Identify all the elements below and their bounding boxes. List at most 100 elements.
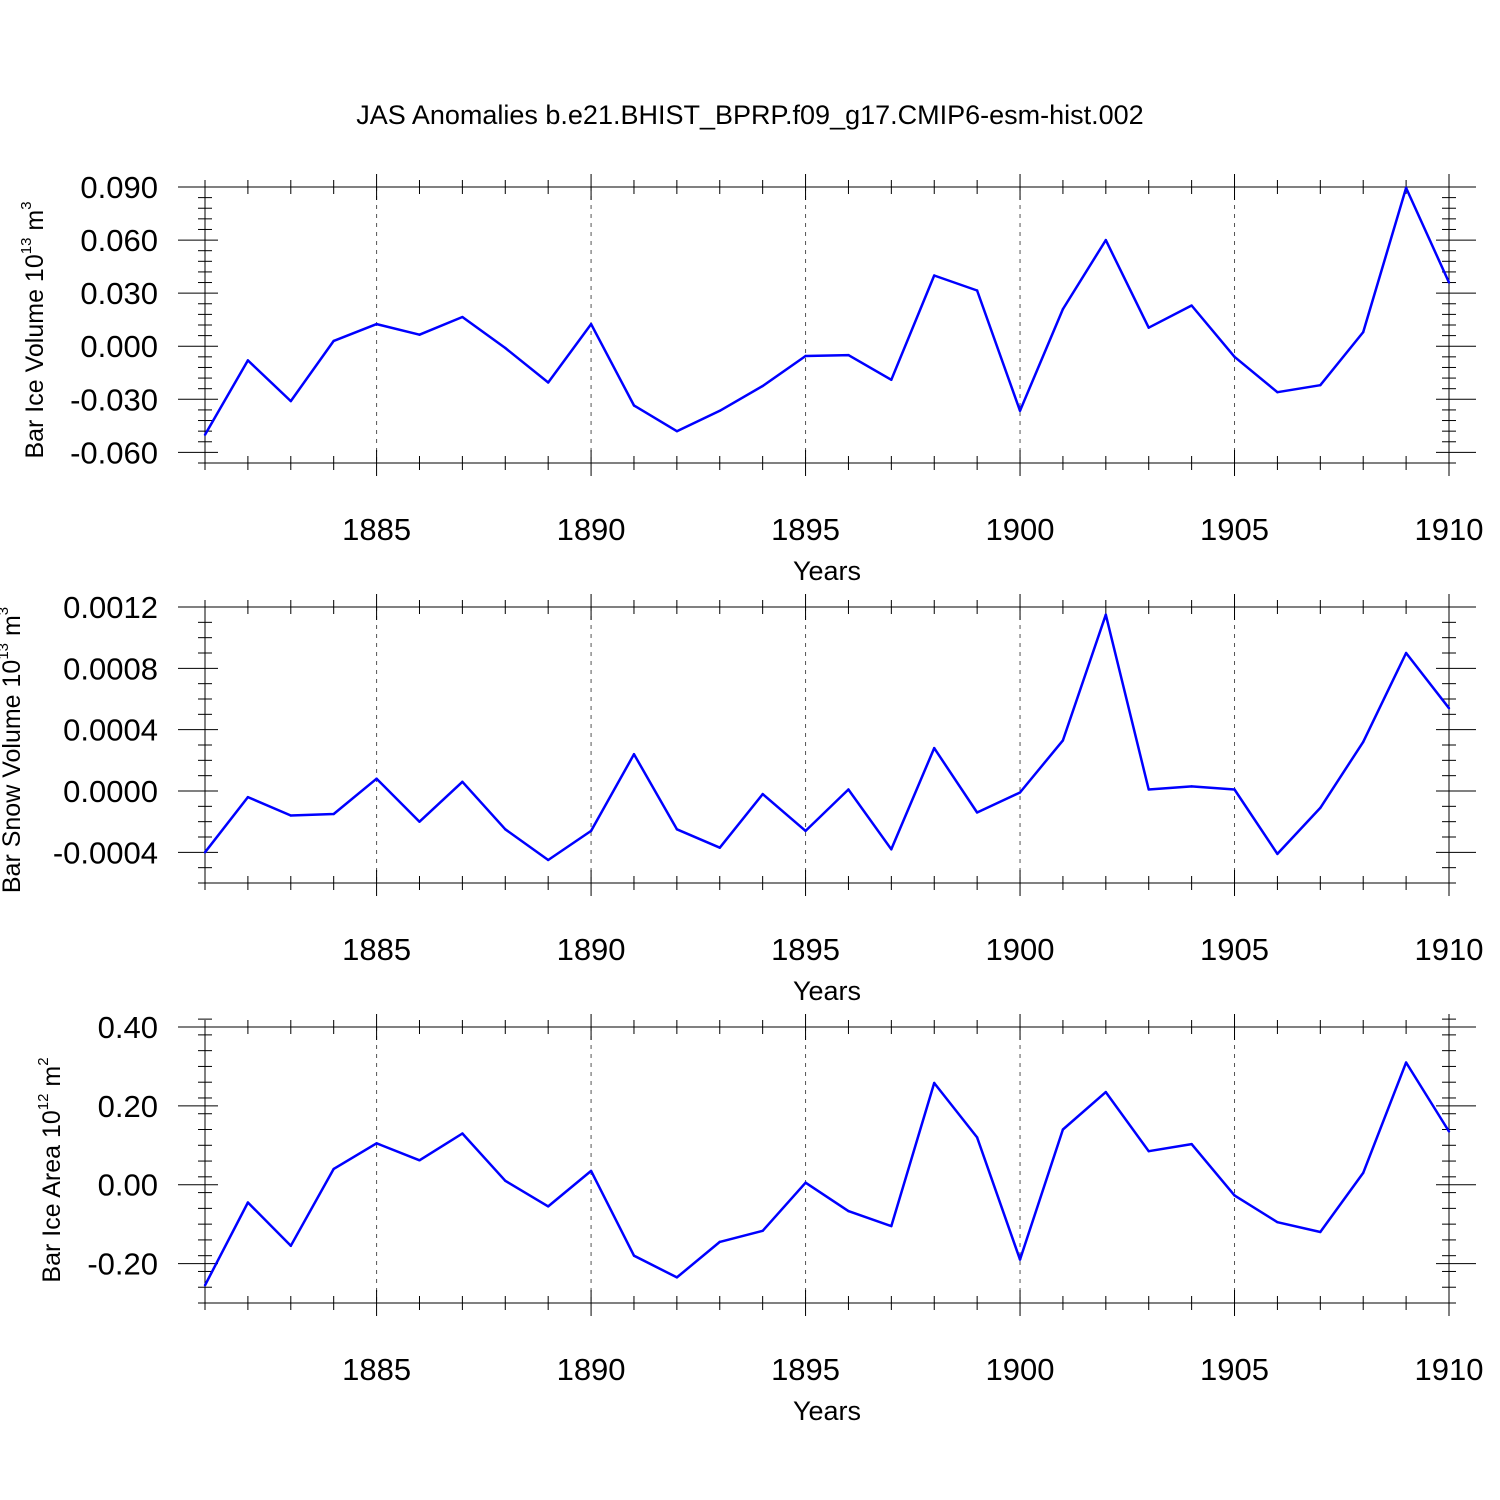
snow-volume-point-1882 [246,795,250,799]
ice-volume-xtick-label-3: 1900 [986,512,1055,547]
ice-area-xtick-label-4: 1905 [1200,1352,1269,1387]
ice-volume-point-1884 [332,339,335,343]
ice-volume-ytick-label-0: -0.060 [70,435,158,470]
ice-volume-point-1897 [890,378,893,382]
snow-volume-point-1881 [203,851,207,854]
ice-volume-ytick-label-1: -0.030 [70,382,158,417]
ice-volume-ylabel-prefix: Bar Ice Volume 10 [21,254,49,458]
ice-area-ylabel-exp: 12 [35,1094,52,1111]
snow-volume-xtick-label-4: 1905 [1200,932,1269,967]
snow-volume-point-1890 [589,829,593,833]
ice-area-point-1893 [718,1240,721,1244]
ice-area-point-1902 [1104,1090,1108,1094]
snow-volume-point-1904 [1190,785,1193,788]
snow-volume-point-1883 [289,814,292,817]
ice-volume-point-1906 [1276,391,1279,394]
snow-volume-point-1906 [1276,852,1279,856]
ice-volume-ylabel-unit: m [21,210,49,238]
ice-area-point-1891 [632,1254,636,1257]
panel-ice-volume: 1885 1890 1895 1900 1905 1910 Years -0.060 -0.03… [18,170,1483,586]
snow-volume-point-1905 [1233,788,1236,791]
snow-volume-series-line [204,613,1450,862]
ice-volume-point-1890 [589,322,593,326]
ice-area-point-1892 [675,1276,679,1279]
snow-volume-point-1900 [1018,791,1022,794]
snow-volume-ylabel-exp: 13 [0,643,12,660]
ice-area-ylabel: Bar Ice Area 1012 m2 [35,1057,66,1282]
ice-volume-ylabel: Bar Ice Volume 1013 m3 [18,201,49,458]
snow-volume-point-1893 [718,846,721,849]
ice-volume-point-1883 [289,399,292,403]
ice-area-plot-frame [204,1026,1450,1304]
ice-area-point-1909 [1404,1061,1408,1064]
snow-volume-xtick-label-3: 1900 [986,932,1055,967]
ice-volume-ytick-label-3: 0.030 [80,276,158,311]
snow-volume-ytick-label-2: 0.0004 [63,713,158,748]
snow-volume-point-1910 [1447,707,1451,710]
ice-area-ytick-label-0: -0.20 [87,1247,158,1282]
ice-area-point-1883 [289,1244,292,1248]
ice-area-point-1905 [1233,1194,1236,1197]
ice-volume-point-1895 [804,354,807,358]
ice-volume-point-1896 [847,353,850,357]
snow-volume-ylabel-prefix: Bar Snow Volume 10 [0,660,26,893]
ice-volume-point-1888 [504,346,507,350]
ice-volume-series-line [203,186,1451,436]
ice-volume-point-1899 [975,289,979,292]
ice-volume-point-1881 [203,433,207,436]
panel-ice-area: 1885 1890 1895 1900 1905 1910 Years -0.20 0.00 0.… [35,1010,1483,1426]
ice-area-point-1903 [1147,1150,1150,1153]
snow-volume-point-1901 [1061,739,1065,742]
snow-volume-xtick-label-5: 1910 [1415,932,1484,967]
ice-area-point-1884 [332,1167,335,1171]
snow-volume-point-1902 [1104,613,1108,616]
ice-area-point-1906 [1276,1220,1279,1224]
ice-volume-point-1908 [1362,330,1365,334]
ice-area-point-1897 [890,1224,893,1228]
ice-volume-xlabel: Years [793,556,861,586]
snow-volume-point-1909 [1404,651,1408,655]
snow-volume-point-1894 [761,792,764,796]
figure-title: JAS Anomalies b.e21.BHIST_BPRP.f09_g17.C… [356,100,1143,130]
ice-area-point-1895 [804,1181,807,1184]
ice-volume-point-1907 [1319,383,1322,387]
ice-area-ylabel-unit: m [38,1066,66,1094]
snow-volume-ytick-label-0: -0.0004 [53,835,158,870]
ice-volume-point-1902 [1104,238,1108,242]
ice-area-ylabel-unit-exp: 2 [35,1057,52,1065]
snow-volume-point-1885 [375,777,378,780]
ice-volume-xtick-label-0: 1885 [342,512,411,547]
snow-volume-point-1892 [675,828,679,831]
snow-volume-point-1897 [890,848,893,851]
snow-volume-ytick-label-4: 0.0012 [63,590,158,625]
panel-snow-volume: 1885 1890 1895 1900 1905 1910 Years -0.0004 0.00… [0,590,1483,1006]
snow-volume-point-1888 [504,828,507,831]
ice-area-ytick-label-3: 0.40 [98,1010,158,1045]
ice-area-xtick-label-2: 1895 [771,1352,840,1387]
ice-volume-ytick-label-4: 0.060 [80,223,158,258]
ice-volume-point-1889 [546,381,550,384]
snow-volume-point-1908 [1362,740,1365,744]
snow-volume-xlabel: Years [793,976,861,1006]
ice-area-point-1885 [375,1142,378,1145]
ice-area-ylabel-prefix: Bar Ice Area 10 [38,1110,66,1282]
snow-volume-ylabel-unit-exp: 3 [0,607,12,615]
snow-volume-point-1884 [332,812,335,816]
ice-area-point-1898 [933,1081,936,1085]
snow-volume-point-1903 [1147,788,1150,791]
ice-volume-point-1893 [718,409,721,413]
ice-area-point-1882 [246,1201,250,1204]
ice-volume-point-1900 [1018,409,1022,413]
ice-area-point-1896 [847,1209,850,1213]
ice-area-xtick-label-0: 1885 [342,1352,411,1387]
ice-area-ytick-label-1: 0.00 [98,1168,158,1203]
ice-area-point-1907 [1319,1230,1322,1234]
snow-volume-ytick-label-1: 0.0000 [63,774,158,809]
snow-volume-point-1886 [418,820,421,823]
snow-volume-xtick-label-0: 1885 [342,932,411,967]
ice-volume-ylabel-exp: 13 [18,238,35,255]
ice-area-point-1901 [1061,1128,1065,1131]
ice-volume-point-1892 [675,429,679,433]
ice-area-point-1910 [1447,1130,1451,1133]
